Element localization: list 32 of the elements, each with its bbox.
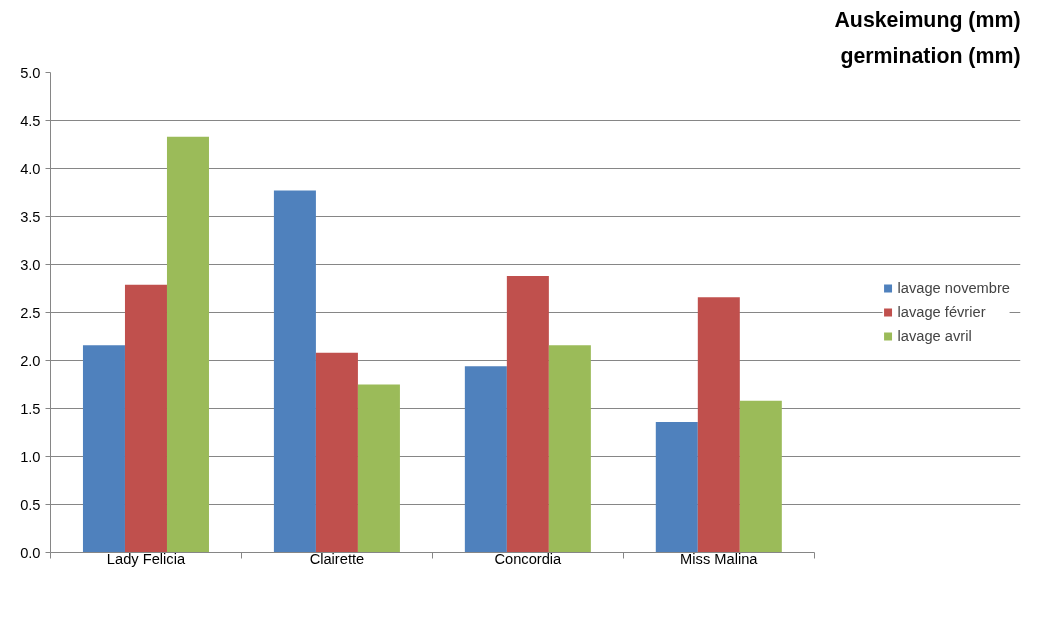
bar — [464, 366, 507, 553]
y-tick-label: 2.5 — [20, 304, 41, 321]
legend-label: lavage novembre — [897, 280, 1010, 296]
bar — [655, 421, 698, 553]
x-tick-label: Lady Felicia — [106, 550, 186, 567]
bar — [697, 297, 740, 553]
y-tick-label: 0.0 — [20, 544, 41, 561]
bar — [739, 400, 782, 553]
bar — [506, 276, 549, 553]
bar — [273, 190, 316, 553]
y-tick-label: 1.0 — [20, 448, 41, 465]
text: germination (mm) — [840, 43, 1021, 68]
y-tick-label: 3.5 — [20, 208, 41, 225]
bar — [124, 284, 167, 553]
legend-label: lavage février — [897, 304, 986, 320]
y-tick-label: 0.5 — [20, 496, 41, 513]
y-tick-label: 4.0 — [20, 160, 41, 177]
bar — [315, 352, 358, 553]
x-tick-label: Clairette — [309, 550, 365, 567]
x-tick-label: Concordia — [494, 550, 563, 567]
bar — [548, 345, 591, 553]
bar — [82, 345, 125, 553]
text: Auskeimung (mm) — [834, 7, 1021, 32]
y-tick-label: 1.5 — [20, 400, 41, 417]
x-tick-label: Miss Malina — [680, 550, 759, 567]
y-tick-label: 4.5 — [20, 112, 41, 129]
y-tick-label: 5.0 — [20, 64, 41, 81]
y-tick-label: 2.0 — [20, 352, 41, 369]
legend-label: lavage avril — [897, 328, 972, 344]
bar — [166, 136, 209, 553]
y-tick-label: 3.0 — [20, 256, 41, 273]
bar — [357, 384, 400, 553]
